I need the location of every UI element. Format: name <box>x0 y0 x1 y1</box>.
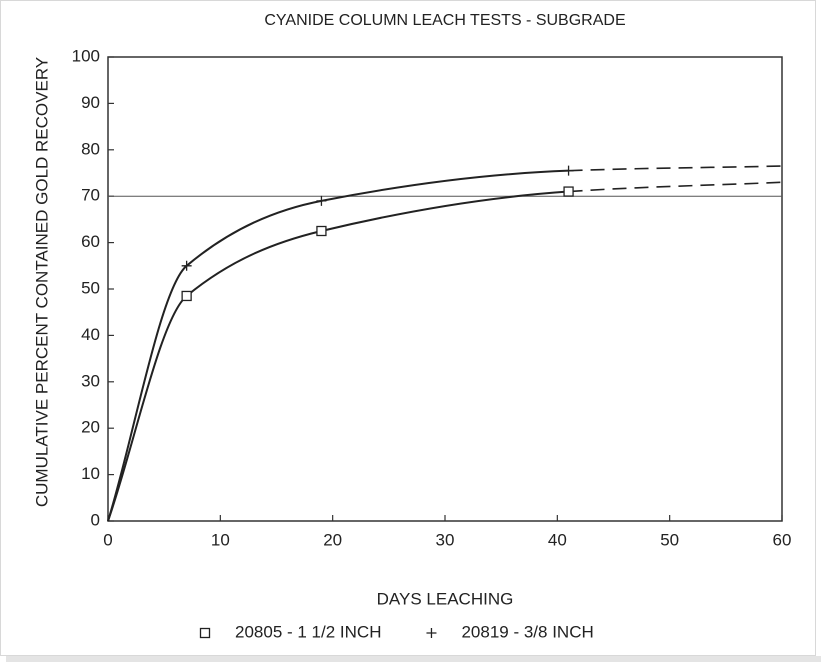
x-tick-label: 60 <box>773 530 792 549</box>
y-tick-label: 80 <box>81 139 100 158</box>
y-tick-label: 20 <box>81 418 100 437</box>
x-tick-label: 40 <box>548 530 567 549</box>
y-tick-label: 0 <box>91 510 100 529</box>
y-tick-label: 40 <box>81 325 100 344</box>
marker <box>316 225 327 237</box>
series-line <box>107 169 569 522</box>
x-tick-label: 0 <box>103 530 112 549</box>
y-tick-label: 60 <box>81 232 100 251</box>
y-axis-label: CUMULATIVE PERCENT CONTAINED GOLD RECOVE… <box>32 57 51 507</box>
legend-marker <box>199 627 211 639</box>
marker <box>181 260 192 271</box>
y-tick-label: 10 <box>81 464 100 483</box>
marker <box>316 195 327 206</box>
chart-title: CYANIDE COLUMN LEACH TESTS - SUBGRADE <box>264 12 625 29</box>
series-extrapolation <box>568 165 783 172</box>
y-tick-label: 70 <box>81 186 100 205</box>
y-tick-label: 50 <box>81 278 100 297</box>
series-extrapolation <box>568 181 783 193</box>
y-tick-label: 100 <box>72 46 100 65</box>
x-axis-label: DAYS LEACHING <box>377 589 514 608</box>
x-tick-label: 20 <box>323 530 342 549</box>
marker <box>563 186 574 197</box>
x-tick-label: 10 <box>211 530 230 549</box>
marker <box>563 165 574 176</box>
legend-marker <box>426 628 437 638</box>
x-tick-label: 50 <box>660 530 679 549</box>
legend-label: 20805 - 1 1/2 INCH <box>235 622 381 641</box>
series-line <box>107 190 569 522</box>
frame-shadow <box>6 656 821 662</box>
y-tick-label: 30 <box>81 371 100 390</box>
marker <box>181 290 192 302</box>
legend-label: 20819 - 3/8 INCH <box>461 622 593 641</box>
x-tick-label: 30 <box>436 530 455 549</box>
y-tick-label: 90 <box>81 93 100 112</box>
